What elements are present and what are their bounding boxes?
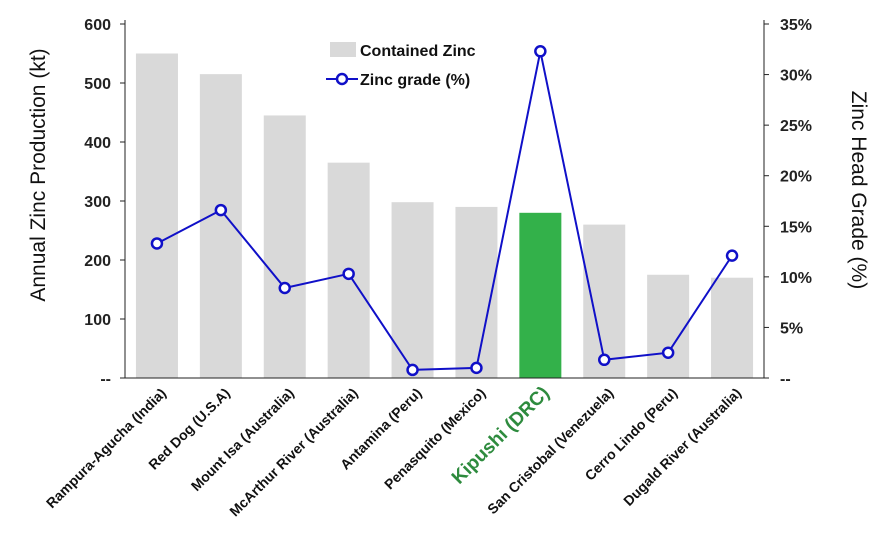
grade-line-series xyxy=(150,45,739,377)
left-tick-label-3: 300 xyxy=(84,194,111,211)
left-ticks: -- 100 200 300 400 500 600 xyxy=(84,17,125,388)
right-tick-label-1: 5% xyxy=(780,320,803,337)
grade-point-6 xyxy=(534,45,547,58)
legend-swatch-bar xyxy=(330,42,356,57)
left-tick-label-4: 400 xyxy=(84,135,111,152)
bar-6 xyxy=(519,212,562,378)
bar-8 xyxy=(647,274,690,378)
bar-2 xyxy=(263,115,306,378)
right-tick-label-5: 25% xyxy=(780,118,812,135)
bars xyxy=(135,53,754,379)
category-label-3: McArthur River (Australia) xyxy=(226,385,361,520)
grade-point-3 xyxy=(342,267,355,281)
grade-point-4 xyxy=(406,363,419,377)
y2-axis-title: Zinc Head Grade (%) xyxy=(847,91,870,289)
category-label-7: San Cristobal (Venezuela) xyxy=(484,385,616,517)
right-tick-label-7: 35% xyxy=(780,17,812,34)
category-label-9: Dugald River (Australia) xyxy=(620,385,744,509)
bar-7 xyxy=(583,224,626,378)
right-tick-label-0: -- xyxy=(780,371,791,388)
right-tick-label-4: 20% xyxy=(780,169,812,186)
left-tick-label-2: 200 xyxy=(84,253,111,270)
legend-swatch-marker xyxy=(335,72,349,86)
bar-4 xyxy=(391,202,434,378)
bar-9 xyxy=(711,277,754,378)
category-label-0: Rampura-Agucha (India) xyxy=(43,385,169,511)
bar-0 xyxy=(135,53,178,378)
left-tick-label-5: 500 xyxy=(84,76,111,93)
bar-1 xyxy=(199,74,242,379)
legend-label-bar: Contained Zinc xyxy=(360,43,476,60)
grade-point-2 xyxy=(278,281,291,295)
left-tick-label-0: -- xyxy=(100,371,111,388)
grade-point-0 xyxy=(150,237,164,250)
legend: Contained Zinc Zinc grade (%) xyxy=(326,42,476,89)
right-tick-label-3: 15% xyxy=(780,219,812,236)
left-tick-label-6: 600 xyxy=(84,17,111,34)
grade-point-8 xyxy=(661,346,675,359)
bar-5 xyxy=(455,206,498,378)
axes xyxy=(124,20,765,379)
category-labels: Rampura-Agucha (India)Red Dog (U.S.A)Mou… xyxy=(43,383,744,520)
grade-line xyxy=(156,51,733,371)
grade-point-1 xyxy=(214,203,228,217)
right-tick-label-2: 10% xyxy=(780,270,812,287)
right-ticks: -- 5% 10% 15% 20% 25% 30% 35% xyxy=(764,17,812,388)
left-tick-label-1: 100 xyxy=(84,312,111,329)
grade-point-9 xyxy=(725,249,739,262)
y-axis-title: Annual Zinc Production (kt) xyxy=(27,48,50,301)
grade-point-5 xyxy=(470,361,483,375)
right-tick-label-6: 30% xyxy=(780,68,812,85)
grade-point-7 xyxy=(598,353,611,367)
legend-label-line: Zinc grade (%) xyxy=(360,72,470,89)
